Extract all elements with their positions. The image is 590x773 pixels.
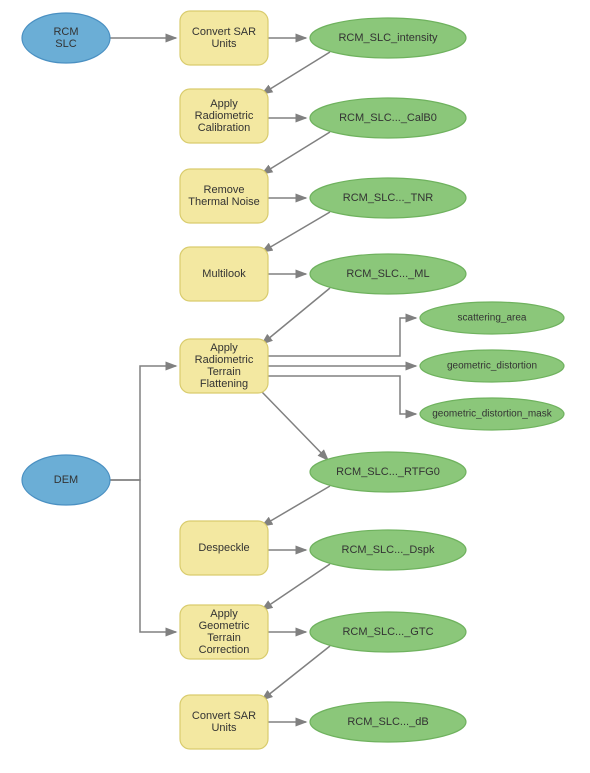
node-o6: RCM_SLC..._Dspk: [310, 530, 466, 570]
node-label-p3-line1: Thermal Noise: [188, 196, 260, 208]
edge-p5-to-o5c: [268, 376, 416, 414]
edge-o3-to-p4: [262, 212, 330, 252]
flowchart-canvas: RCMSLCDEMConvert SARUnitsApplyRadiometri…: [0, 0, 590, 773]
node-label-p7-line2: Terrain: [207, 632, 241, 644]
node-label-o5a-line0: scattering_area: [458, 313, 527, 324]
node-label-dem-line0: DEM: [54, 474, 78, 486]
node-label-p1-line1: Units: [211, 38, 237, 50]
node-o5b: geometric_distortion: [420, 350, 564, 382]
node-p8: Convert SARUnits: [180, 695, 268, 749]
node-label-o4-line0: RCM_SLC..._ML: [346, 268, 429, 280]
node-label-p3-line0: Remove: [204, 184, 245, 196]
node-label-o5c-line0: geometric_distortion_mask: [432, 409, 552, 420]
edge-dem-to-p5: [110, 366, 176, 480]
node-o4: RCM_SLC..._ML: [310, 254, 466, 294]
node-label-p5-line2: Terrain: [207, 366, 241, 378]
node-o5: RCM_SLC..._RTFG0: [310, 452, 466, 492]
node-label-p4-line0: Multilook: [202, 268, 246, 280]
node-label-p2-line1: Radiometric: [195, 110, 254, 122]
nodes-layer: RCMSLCDEMConvert SARUnitsApplyRadiometri…: [22, 11, 564, 749]
node-label-p7-line3: Correction: [199, 644, 250, 656]
edge-o4-to-p5: [262, 288, 330, 344]
node-o3: RCM_SLC..._TNR: [310, 178, 466, 218]
node-label-rcm_slc-line0: RCM: [53, 26, 78, 38]
node-label-o6-line0: RCM_SLC..._Dspk: [342, 544, 435, 556]
node-label-o8-line0: RCM_SLC..._dB: [347, 716, 428, 728]
node-o5c: geometric_distortion_mask: [420, 398, 564, 430]
node-p1: Convert SARUnits: [180, 11, 268, 65]
edge-p5-to-o5: [262, 392, 328, 460]
node-label-o5-line0: RCM_SLC..._RTFG0: [336, 466, 440, 478]
node-label-p7-line0: Apply: [210, 608, 238, 620]
node-p5: ApplyRadiometricTerrainFlattening: [180, 339, 268, 393]
node-label-p8-line1: Units: [211, 722, 237, 734]
node-o2: RCM_SLC..._CalB0: [310, 98, 466, 138]
node-label-o2-line0: RCM_SLC..._CalB0: [339, 112, 437, 124]
edge-dem-to-p7: [110, 480, 176, 632]
node-rcm_slc: RCMSLC: [22, 13, 110, 63]
node-o1: RCM_SLC_intensity: [310, 18, 466, 58]
node-p6: Despeckle: [180, 521, 268, 575]
edge-o1-to-p2: [262, 52, 330, 94]
node-label-p7-line1: Geometric: [199, 620, 250, 632]
node-o8: RCM_SLC..._dB: [310, 702, 466, 742]
edge-o5-to-p6: [262, 486, 330, 526]
node-label-o3-line0: RCM_SLC..._TNR: [343, 192, 434, 204]
edge-p5-to-o5a: [268, 318, 416, 356]
node-o5a: scattering_area: [420, 302, 564, 334]
node-label-p5-line0: Apply: [210, 342, 238, 354]
node-label-p6-line0: Despeckle: [198, 542, 249, 554]
node-label-o5b-line0: geometric_distortion: [447, 361, 537, 372]
edge-o2-to-p3: [262, 132, 330, 174]
edge-o6-to-p7: [262, 564, 330, 610]
edge-o7-to-p8: [262, 646, 330, 700]
node-p3: RemoveThermal Noise: [180, 169, 268, 223]
node-p2: ApplyRadiometricCalibration: [180, 89, 268, 143]
node-label-p2-line0: Apply: [210, 98, 238, 110]
node-o7: RCM_SLC..._GTC: [310, 612, 466, 652]
node-dem: DEM: [22, 455, 110, 505]
node-p7: ApplyGeometricTerrainCorrection: [180, 605, 268, 659]
node-label-p5-line1: Radiometric: [195, 354, 254, 366]
node-label-o7-line0: RCM_SLC..._GTC: [342, 626, 433, 638]
node-p4: Multilook: [180, 247, 268, 301]
node-label-rcm_slc-line1: SLC: [55, 38, 76, 50]
node-label-p2-line2: Calibration: [198, 122, 251, 134]
node-label-p1-line0: Convert SAR: [192, 26, 256, 38]
node-label-p8-line0: Convert SAR: [192, 710, 256, 722]
node-label-p5-line3: Flattening: [200, 378, 248, 390]
node-label-o1-line0: RCM_SLC_intensity: [338, 32, 438, 44]
